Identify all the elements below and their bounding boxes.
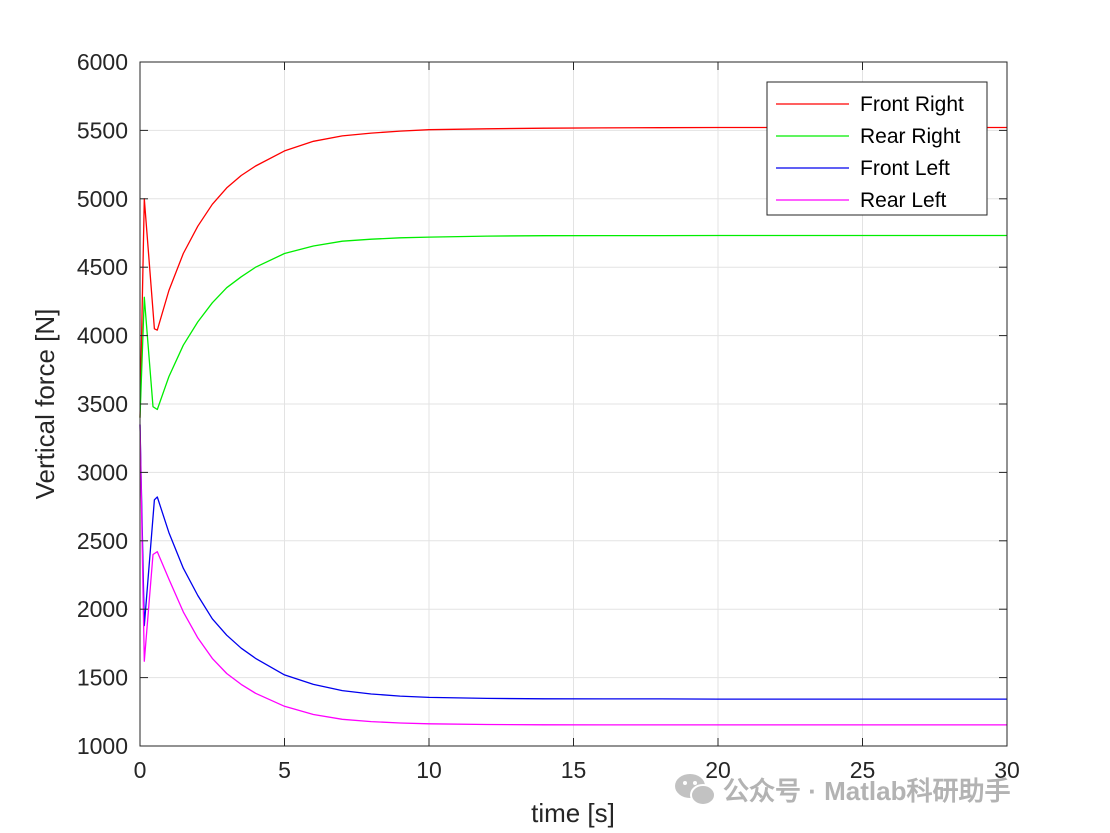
y-axis-label: Vertical force [N] [30, 309, 60, 500]
series-line-rear-left [139, 424, 1007, 726]
y-tick-label: 2000 [77, 596, 128, 622]
series-line-front-left [139, 424, 1007, 700]
y-tick-label: 1500 [77, 665, 128, 691]
y-tick-label: 3000 [77, 459, 128, 485]
y-tick-label: 4500 [77, 254, 128, 280]
y-tick-label: 5500 [77, 117, 128, 143]
x-tick-label: 0 [134, 757, 147, 783]
x-tick-label: 10 [416, 757, 442, 783]
legend-label: Rear Right [860, 125, 961, 148]
x-tick-label: 15 [561, 757, 587, 783]
watermark-text: 公众号 · Matlab科研助手 [723, 776, 1010, 806]
legend-label: Front Left [860, 157, 950, 180]
series-line-front-right [139, 126, 1007, 418]
tick-labels: 0 5 10 15 20 25 30 1000 1500 2000 2500 3000 3500 4000… [77, 49, 1020, 783]
x-tick-label: 30 [994, 757, 1020, 783]
legend-label: Front Right [860, 93, 964, 116]
watermark: 公众号 · Matlab科研助手 [675, 774, 1010, 806]
series-group [139, 126, 1007, 726]
x-tick-label: 25 [850, 757, 876, 783]
x-tick-label: 5 [278, 757, 291, 783]
legend: Front Right Rear Right Front Left Rear Left [766, 81, 988, 216]
x-axis-label: time [s] [531, 798, 615, 828]
y-tick-label: 6000 [77, 49, 128, 75]
series-line-rear-right [139, 234, 1007, 418]
y-tick-label: 2500 [77, 528, 128, 554]
y-tick-label: 1000 [77, 733, 128, 759]
wechat-icon [675, 774, 716, 806]
x-tick-label: 20 [705, 757, 731, 783]
ticks [139, 61, 1008, 747]
legend-label: Rear Left [860, 189, 947, 212]
y-tick-label: 3500 [77, 391, 128, 417]
y-tick-label: 5000 [77, 186, 128, 212]
y-tick-label: 4000 [77, 323, 128, 349]
